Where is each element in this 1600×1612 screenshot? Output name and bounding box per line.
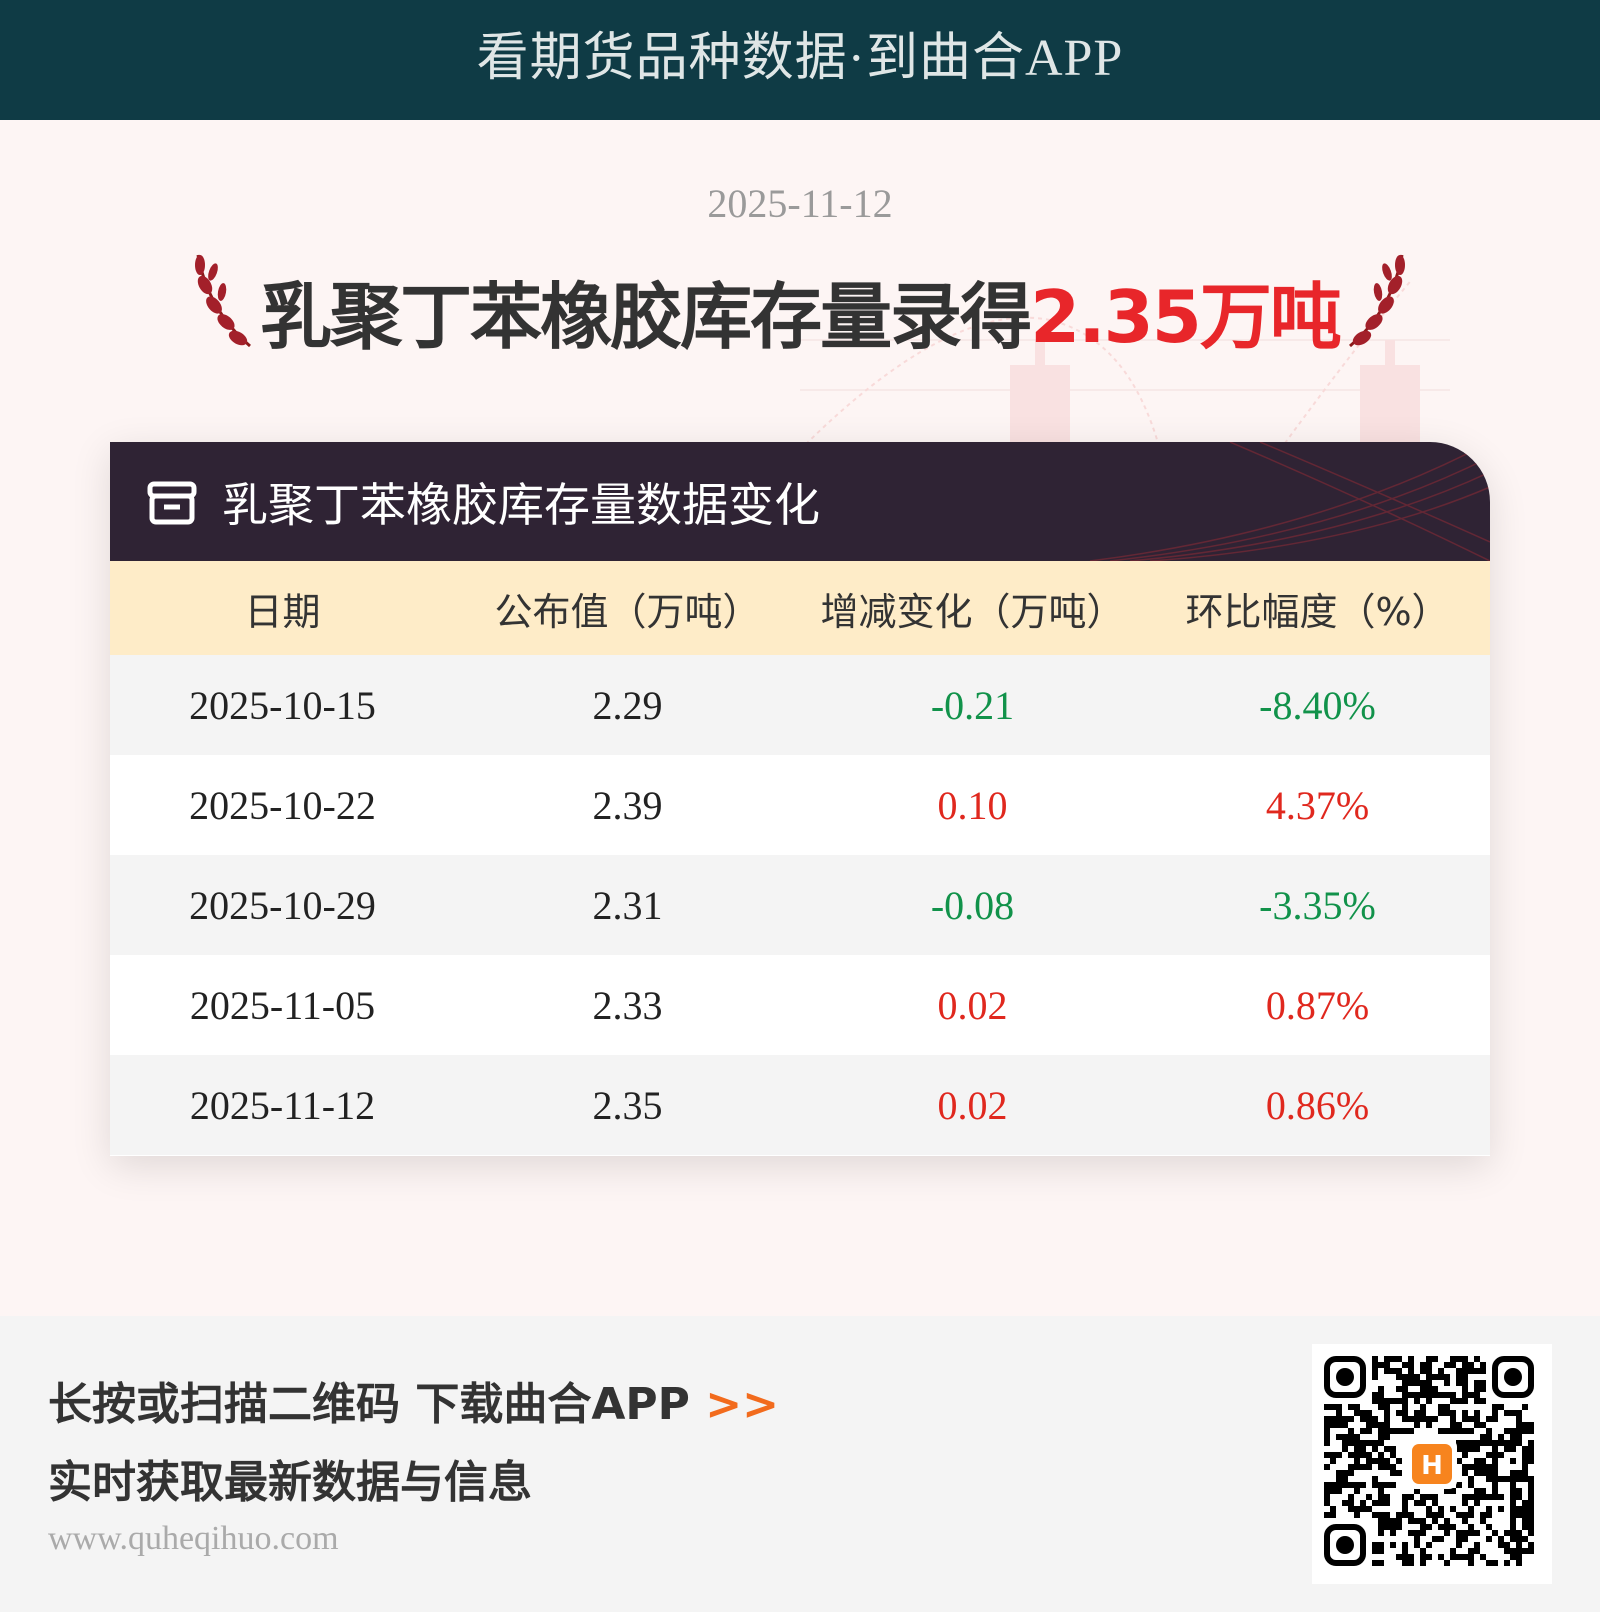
cell-value: 2.35 xyxy=(592,1082,663,1128)
table-row: 2025-10-22 2.39 0.10 4.37% xyxy=(110,755,1490,855)
column-header-date: 日期 xyxy=(244,589,321,634)
cell-value: 2.33 xyxy=(592,982,663,1028)
cell-date: 2025-10-29 xyxy=(189,882,376,928)
cell-change: -0.08 xyxy=(930,882,1015,928)
cell-pct: 4.37% xyxy=(1265,782,1370,828)
cell-date: 2025-10-15 xyxy=(189,682,376,728)
card-header: 乳聚丁苯橡胶库存量数据变化 xyxy=(110,442,1490,561)
report-date: 2025-11-12 xyxy=(707,181,893,226)
cell-change: 0.02 xyxy=(937,982,1008,1028)
cell-date: 2025-10-22 xyxy=(189,782,376,828)
archive-box-icon xyxy=(147,481,197,524)
top-banner: 看期货品种数据·到曲合APP xyxy=(0,0,1600,120)
website-url: www.quheqihuo.com xyxy=(48,1520,339,1557)
table-row: 2025-10-29 2.31 -0.08 -3.35% xyxy=(110,855,1490,955)
background-chart-decoration xyxy=(800,280,1450,450)
card-title: 乳聚丁苯橡胶库存量数据变化 xyxy=(222,477,820,532)
data-card: 乳聚丁苯橡胶库存量数据变化 日期 公布值（万吨） 增减变化（万吨） 环比幅度（%… xyxy=(110,442,1490,1156)
cell-pct: -3.35% xyxy=(1259,882,1376,928)
headline-prefix: 乳聚丁苯橡胶库存量录得 xyxy=(260,275,1032,359)
table-row: 2025-11-05 2.33 0.02 0.87% xyxy=(110,955,1490,1055)
headline-value: 2.35万吨 xyxy=(1030,275,1342,359)
cell-change: 0.02 xyxy=(937,1082,1008,1128)
cell-change: -0.21 xyxy=(930,682,1015,728)
cell-pct: 0.86% xyxy=(1265,1082,1370,1128)
laurel-left-icon xyxy=(195,254,251,348)
cell-value: 2.31 xyxy=(592,882,663,928)
column-header-pct: 环比幅度（%） xyxy=(1185,589,1450,634)
table-row: 2025-11-12 2.35 0.02 0.86% xyxy=(110,1055,1490,1155)
cell-date: 2025-11-05 xyxy=(189,982,376,1028)
footer-tagline: 实时获取最新数据与信息 xyxy=(48,1457,532,1508)
decorative-lines xyxy=(1089,442,1490,561)
table-header: 日期 公布值（万吨） 增减变化（万吨） 环比幅度（%） xyxy=(110,561,1490,655)
download-prompt: 长按或扫描二维码 下载曲合APP >> xyxy=(48,1368,779,1432)
qr-code-icon[interactable]: H xyxy=(1312,1344,1552,1584)
cell-pct: 0.87% xyxy=(1265,982,1370,1028)
table-row: 2025-10-15 2.29 -0.21 -8.40% xyxy=(110,655,1490,755)
headline: 乳聚丁苯橡胶库存量录得2.35万吨 xyxy=(0,258,1600,363)
download-text: 长按或扫描二维码 下载曲合APP xyxy=(48,1379,690,1430)
cell-date: 2025-11-12 xyxy=(189,1082,376,1128)
cell-pct: -8.40% xyxy=(1259,682,1376,728)
cell-value: 2.39 xyxy=(592,782,663,828)
laurel-right-icon xyxy=(1349,254,1405,348)
arrow-icon: >> xyxy=(705,1379,779,1430)
column-header-value: 公布值（万吨） xyxy=(494,589,761,634)
column-header-change: 增减变化（万吨） xyxy=(820,589,1125,634)
cell-change: 0.10 xyxy=(937,782,1008,828)
quhe-logo-icon: H xyxy=(1407,1439,1457,1489)
svg-text:H: H xyxy=(1421,1451,1443,1481)
cell-value: 2.29 xyxy=(592,682,663,728)
